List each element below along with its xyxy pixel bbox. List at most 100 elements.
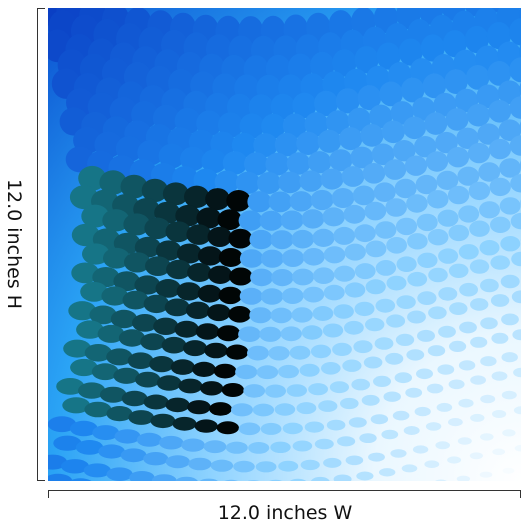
halftone-dot xyxy=(425,422,442,431)
halftone-dot xyxy=(222,151,248,175)
halftone-dot xyxy=(247,191,272,213)
halftone-dot xyxy=(359,433,377,443)
halftone-dot xyxy=(448,224,470,242)
halftone-dot xyxy=(490,294,510,307)
width-dimension-line xyxy=(48,484,521,498)
halftone-dot xyxy=(164,298,190,317)
halftone-dot xyxy=(136,432,162,447)
height-tick-bottom xyxy=(37,480,45,481)
halftone-dot xyxy=(381,120,405,144)
halftone-dot xyxy=(75,440,104,455)
halftone-dot xyxy=(186,224,212,245)
halftone-dot xyxy=(437,364,455,375)
halftone-dot xyxy=(289,478,307,481)
halftone-dot xyxy=(500,274,520,289)
halftone-dot xyxy=(354,301,375,317)
halftone-dots-pattern xyxy=(48,8,521,481)
halftone-dot xyxy=(156,375,182,391)
halftone-dot xyxy=(436,402,453,412)
halftone-dot xyxy=(424,460,440,469)
height-label: 12.0 inches H xyxy=(3,178,25,310)
halftone-dot xyxy=(69,478,92,481)
halftone-dot xyxy=(360,124,384,147)
halftone-dot xyxy=(97,324,125,343)
halftone-dot xyxy=(65,146,95,173)
halftone-dot xyxy=(226,190,251,212)
halftone-dot xyxy=(480,433,494,441)
halftone-dot xyxy=(424,112,448,135)
height-dimension-line xyxy=(30,8,46,481)
halftone-dot xyxy=(132,314,158,332)
halftone-dot xyxy=(375,260,397,276)
halftone-dot xyxy=(447,185,470,205)
halftone-dot xyxy=(492,410,507,418)
halftone-dot xyxy=(477,123,501,145)
halftone-dot xyxy=(489,177,511,197)
halftone-dot xyxy=(339,127,363,151)
halftone-dot xyxy=(396,256,417,272)
halftone-dot xyxy=(216,325,241,342)
halftone-dot xyxy=(143,394,169,410)
halftone-dot xyxy=(255,461,277,473)
halftone-dot xyxy=(161,336,187,354)
halftone-dot xyxy=(183,340,207,357)
halftone-dot xyxy=(76,320,104,339)
halftone-dot xyxy=(352,185,375,206)
halftone-dot xyxy=(370,414,389,425)
halftone-dot xyxy=(304,112,329,137)
halftone-dot xyxy=(172,416,197,431)
halftone-dot xyxy=(333,474,352,481)
halftone-dot xyxy=(390,449,407,458)
halftone-dot xyxy=(208,265,233,284)
halftone-dot xyxy=(499,158,521,178)
halftone-dot xyxy=(299,170,323,192)
halftone-dot xyxy=(225,344,249,360)
halftone-dot xyxy=(414,406,431,417)
halftone-dot xyxy=(323,457,342,468)
halftone-dot xyxy=(401,464,418,473)
halftone-dot xyxy=(394,178,417,199)
halftone-dot xyxy=(341,166,365,187)
halftone-dot xyxy=(143,294,170,314)
halftone-dot xyxy=(248,442,270,454)
halftone-dot xyxy=(233,460,255,473)
halftone-dot xyxy=(488,138,512,160)
halftone-dot xyxy=(510,174,521,193)
halftone-dot xyxy=(291,229,314,249)
halftone-dot xyxy=(205,188,231,211)
halftone-dot xyxy=(199,478,218,481)
halftone-dot xyxy=(197,246,223,266)
halftone-dot xyxy=(268,191,292,213)
halftone-dot xyxy=(344,320,364,335)
halftone-dot xyxy=(281,249,305,267)
halftone-dot xyxy=(302,248,325,266)
halftone-dot xyxy=(143,452,169,466)
halftone-dot xyxy=(69,185,99,210)
halftone-dot xyxy=(201,149,227,174)
halftone-dot xyxy=(81,204,110,228)
halftone-dot xyxy=(374,337,394,350)
halftone-dot xyxy=(323,246,346,264)
halftone-dot xyxy=(243,384,266,398)
halftone-dot xyxy=(137,139,164,166)
halftone-dot xyxy=(513,406,521,415)
halftone-dot xyxy=(176,282,202,301)
halftone-dot xyxy=(192,361,216,377)
halftone-dot xyxy=(480,356,497,367)
halftone-dot xyxy=(48,416,77,433)
halftone-dot xyxy=(468,181,491,201)
halftone-dot xyxy=(331,188,355,208)
halftone-dot xyxy=(282,113,307,138)
halftone-dot xyxy=(385,198,407,217)
halftone-dot xyxy=(470,375,486,385)
halftone-dot xyxy=(118,329,146,347)
halftone-dot xyxy=(520,199,521,206)
halftone-dot xyxy=(470,336,488,348)
halftone-dot xyxy=(304,421,325,433)
halftone-dot xyxy=(106,467,133,481)
halftone-dot xyxy=(129,471,155,481)
halftone-dot xyxy=(321,362,341,375)
halftone-dot xyxy=(466,103,490,127)
halftone-dot xyxy=(343,204,366,224)
halftone-dot xyxy=(354,224,376,243)
